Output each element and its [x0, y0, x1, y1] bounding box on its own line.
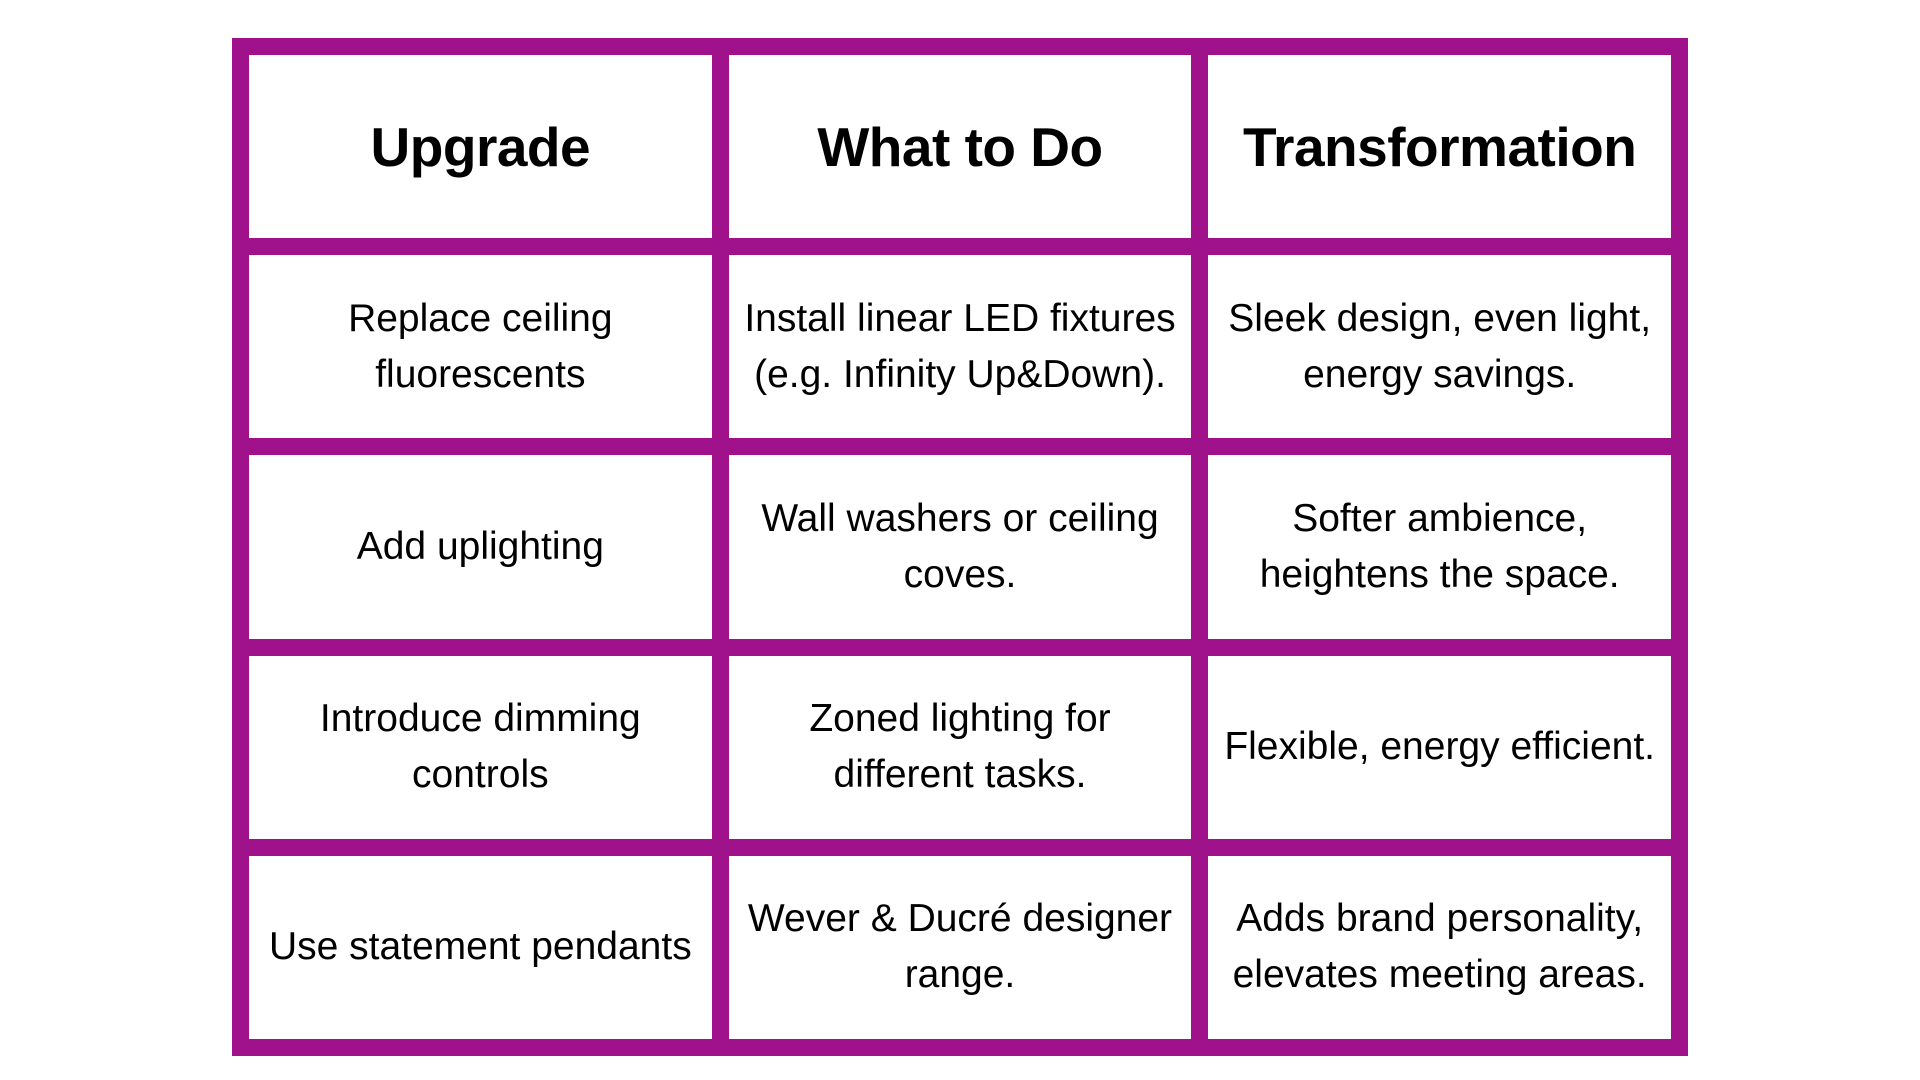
- table-cell-what-to-do: Zoned lighting for different tasks.: [728, 655, 1192, 839]
- table-cell-upgrade: Replace ceiling fluorescents: [249, 255, 712, 439]
- table-cell-transformation: Adds brand personality, elevates meeting…: [1208, 855, 1671, 1039]
- table-cell-upgrade: Use statement pendants: [249, 855, 712, 1039]
- table-cell-what-to-do: Install linear LED fixtures (e.g. Infini…: [728, 255, 1192, 439]
- table-cell-upgrade: Add uplighting: [249, 455, 712, 639]
- table-cell-what-to-do: Wall washers or ceiling coves.: [728, 455, 1192, 639]
- table-cell-upgrade: Introduce dimming controls: [249, 655, 712, 839]
- table-cell-transformation: Flexible, energy efficient.: [1208, 655, 1671, 839]
- header-upgrade: Upgrade: [249, 55, 712, 239]
- header-what-to-do: What to Do: [728, 55, 1192, 239]
- table-cell-what-to-do: Wever & Ducré designer range.: [728, 855, 1192, 1039]
- table-cell-transformation: Sleek design, even light, energy savings…: [1208, 255, 1671, 439]
- lighting-upgrade-table: Upgrade What to Do Transformation Replac…: [232, 38, 1688, 1056]
- table-cell-transformation: Softer ambience, heightens the space.: [1208, 455, 1671, 639]
- header-transformation: Transformation: [1208, 55, 1671, 239]
